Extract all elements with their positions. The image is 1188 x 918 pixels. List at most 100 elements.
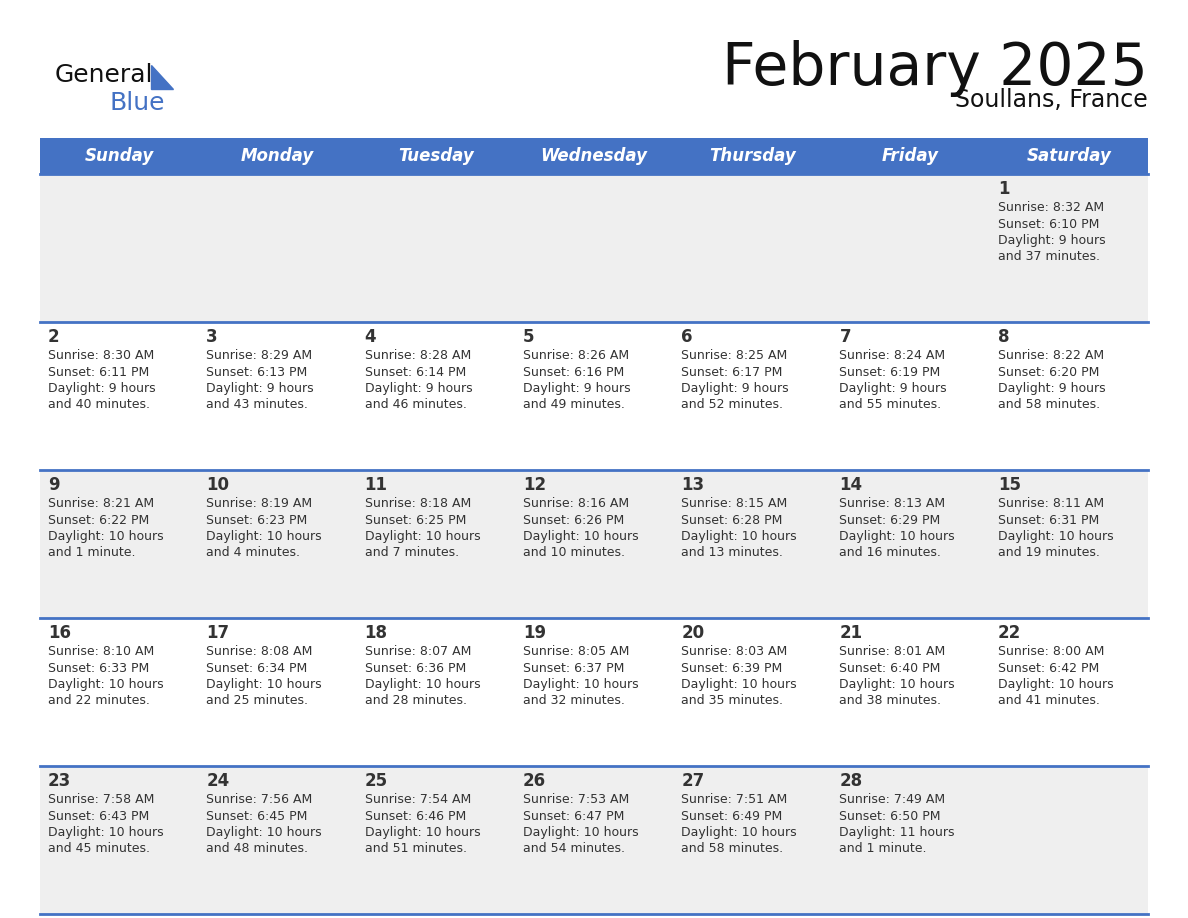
Text: and 52 minutes.: and 52 minutes.	[681, 398, 783, 411]
Text: Daylight: 10 hours: Daylight: 10 hours	[840, 530, 955, 543]
Text: Daylight: 10 hours: Daylight: 10 hours	[998, 530, 1113, 543]
Text: Sunrise: 8:13 AM: Sunrise: 8:13 AM	[840, 497, 946, 510]
Text: Daylight: 10 hours: Daylight: 10 hours	[365, 826, 480, 839]
Text: 26: 26	[523, 772, 546, 790]
Text: 1: 1	[998, 180, 1010, 198]
Text: Sunset: 6:23 PM: Sunset: 6:23 PM	[207, 513, 308, 527]
Text: 15: 15	[998, 476, 1020, 494]
Text: Sunset: 6:22 PM: Sunset: 6:22 PM	[48, 513, 150, 527]
Text: and 1 minute.: and 1 minute.	[48, 546, 135, 559]
Text: 17: 17	[207, 624, 229, 642]
Text: and 35 minutes.: and 35 minutes.	[681, 695, 783, 708]
Text: Soullans, France: Soullans, France	[955, 88, 1148, 112]
Text: Daylight: 10 hours: Daylight: 10 hours	[523, 530, 638, 543]
Bar	[40, 766, 1148, 914]
Text: and 43 minutes.: and 43 minutes.	[207, 398, 308, 411]
Text: 20: 20	[681, 624, 704, 642]
Text: Sunset: 6:20 PM: Sunset: 6:20 PM	[998, 365, 1099, 378]
Text: 16: 16	[48, 624, 71, 642]
Text: Daylight: 9 hours: Daylight: 9 hours	[998, 382, 1105, 395]
Text: 22: 22	[998, 624, 1020, 642]
Text: Daylight: 9 hours: Daylight: 9 hours	[207, 382, 314, 395]
Text: Sunrise: 8:00 AM: Sunrise: 8:00 AM	[998, 645, 1104, 658]
Text: Daylight: 10 hours: Daylight: 10 hours	[523, 678, 638, 691]
Text: Sunrise: 7:53 AM: Sunrise: 7:53 AM	[523, 793, 630, 806]
Text: Daylight: 9 hours: Daylight: 9 hours	[840, 382, 947, 395]
Text: Sunrise: 7:54 AM: Sunrise: 7:54 AM	[365, 793, 470, 806]
Text: 25: 25	[365, 772, 387, 790]
Text: Daylight: 10 hours: Daylight: 10 hours	[48, 826, 164, 839]
Text: Daylight: 11 hours: Daylight: 11 hours	[840, 826, 955, 839]
Text: 21: 21	[840, 624, 862, 642]
Text: Sunset: 6:43 PM: Sunset: 6:43 PM	[48, 810, 150, 823]
Text: Daylight: 9 hours: Daylight: 9 hours	[998, 234, 1105, 247]
Text: 7: 7	[840, 328, 851, 346]
Text: Sunrise: 8:21 AM: Sunrise: 8:21 AM	[48, 497, 154, 510]
Text: Sunset: 6:37 PM: Sunset: 6:37 PM	[523, 662, 624, 675]
Bar	[40, 174, 1148, 322]
Text: and 7 minutes.: and 7 minutes.	[365, 546, 459, 559]
Text: Sunrise: 8:19 AM: Sunrise: 8:19 AM	[207, 497, 312, 510]
Text: and 49 minutes.: and 49 minutes.	[523, 398, 625, 411]
Text: Sunrise: 7:56 AM: Sunrise: 7:56 AM	[207, 793, 312, 806]
Text: Daylight: 9 hours: Daylight: 9 hours	[681, 382, 789, 395]
Text: Sunrise: 8:32 AM: Sunrise: 8:32 AM	[998, 201, 1104, 214]
Text: 2: 2	[48, 328, 59, 346]
Text: 8: 8	[998, 328, 1010, 346]
Text: Daylight: 9 hours: Daylight: 9 hours	[523, 382, 631, 395]
Text: Sunset: 6:26 PM: Sunset: 6:26 PM	[523, 513, 624, 527]
Text: and 46 minutes.: and 46 minutes.	[365, 398, 467, 411]
Text: Daylight: 10 hours: Daylight: 10 hours	[365, 530, 480, 543]
Text: and 4 minutes.: and 4 minutes.	[207, 546, 301, 559]
Text: Sunset: 6:28 PM: Sunset: 6:28 PM	[681, 513, 783, 527]
Text: Daylight: 10 hours: Daylight: 10 hours	[681, 678, 797, 691]
Text: Daylight: 9 hours: Daylight: 9 hours	[365, 382, 472, 395]
Text: Sunrise: 8:28 AM: Sunrise: 8:28 AM	[365, 349, 470, 362]
Text: and 54 minutes.: and 54 minutes.	[523, 843, 625, 856]
Bar	[40, 322, 1148, 470]
Text: and 16 minutes.: and 16 minutes.	[840, 546, 941, 559]
Text: Sunrise: 8:24 AM: Sunrise: 8:24 AM	[840, 349, 946, 362]
Text: and 55 minutes.: and 55 minutes.	[840, 398, 942, 411]
Text: 6: 6	[681, 328, 693, 346]
Text: Daylight: 10 hours: Daylight: 10 hours	[998, 678, 1113, 691]
Text: 13: 13	[681, 476, 704, 494]
Text: Sunset: 6:14 PM: Sunset: 6:14 PM	[365, 365, 466, 378]
Text: Sunset: 6:42 PM: Sunset: 6:42 PM	[998, 662, 1099, 675]
Text: Sunrise: 7:49 AM: Sunrise: 7:49 AM	[840, 793, 946, 806]
Text: and 10 minutes.: and 10 minutes.	[523, 546, 625, 559]
Bar	[40, 618, 1148, 766]
Text: and 58 minutes.: and 58 minutes.	[681, 843, 783, 856]
Text: and 28 minutes.: and 28 minutes.	[365, 695, 467, 708]
Text: 18: 18	[365, 624, 387, 642]
Text: 27: 27	[681, 772, 704, 790]
Text: Sunset: 6:11 PM: Sunset: 6:11 PM	[48, 365, 150, 378]
Polygon shape	[151, 65, 173, 89]
Text: Sunset: 6:47 PM: Sunset: 6:47 PM	[523, 810, 624, 823]
Text: Sunset: 6:13 PM: Sunset: 6:13 PM	[207, 365, 308, 378]
Text: Tuesday: Tuesday	[398, 147, 474, 165]
Text: Sunday: Sunday	[84, 147, 153, 165]
Text: Sunrise: 8:15 AM: Sunrise: 8:15 AM	[681, 497, 788, 510]
Text: Sunset: 6:17 PM: Sunset: 6:17 PM	[681, 365, 783, 378]
Text: Sunset: 6:46 PM: Sunset: 6:46 PM	[365, 810, 466, 823]
Text: Sunrise: 8:05 AM: Sunrise: 8:05 AM	[523, 645, 630, 658]
Text: Sunrise: 8:29 AM: Sunrise: 8:29 AM	[207, 349, 312, 362]
Text: Daylight: 10 hours: Daylight: 10 hours	[207, 826, 322, 839]
Text: and 22 minutes.: and 22 minutes.	[48, 695, 150, 708]
Text: General: General	[55, 63, 153, 87]
Text: Daylight: 9 hours: Daylight: 9 hours	[48, 382, 156, 395]
Text: Sunset: 6:19 PM: Sunset: 6:19 PM	[840, 365, 941, 378]
Text: Sunrise: 7:51 AM: Sunrise: 7:51 AM	[681, 793, 788, 806]
Text: and 19 minutes.: and 19 minutes.	[998, 546, 1100, 559]
Text: and 45 minutes.: and 45 minutes.	[48, 843, 150, 856]
Text: Sunrise: 8:01 AM: Sunrise: 8:01 AM	[840, 645, 946, 658]
Text: Sunrise: 8:03 AM: Sunrise: 8:03 AM	[681, 645, 788, 658]
Bar	[40, 138, 1148, 174]
Text: and 13 minutes.: and 13 minutes.	[681, 546, 783, 559]
Text: 10: 10	[207, 476, 229, 494]
Text: and 25 minutes.: and 25 minutes.	[207, 695, 308, 708]
Text: and 40 minutes.: and 40 minutes.	[48, 398, 150, 411]
Text: Sunrise: 8:07 AM: Sunrise: 8:07 AM	[365, 645, 470, 658]
Text: Sunset: 6:34 PM: Sunset: 6:34 PM	[207, 662, 308, 675]
